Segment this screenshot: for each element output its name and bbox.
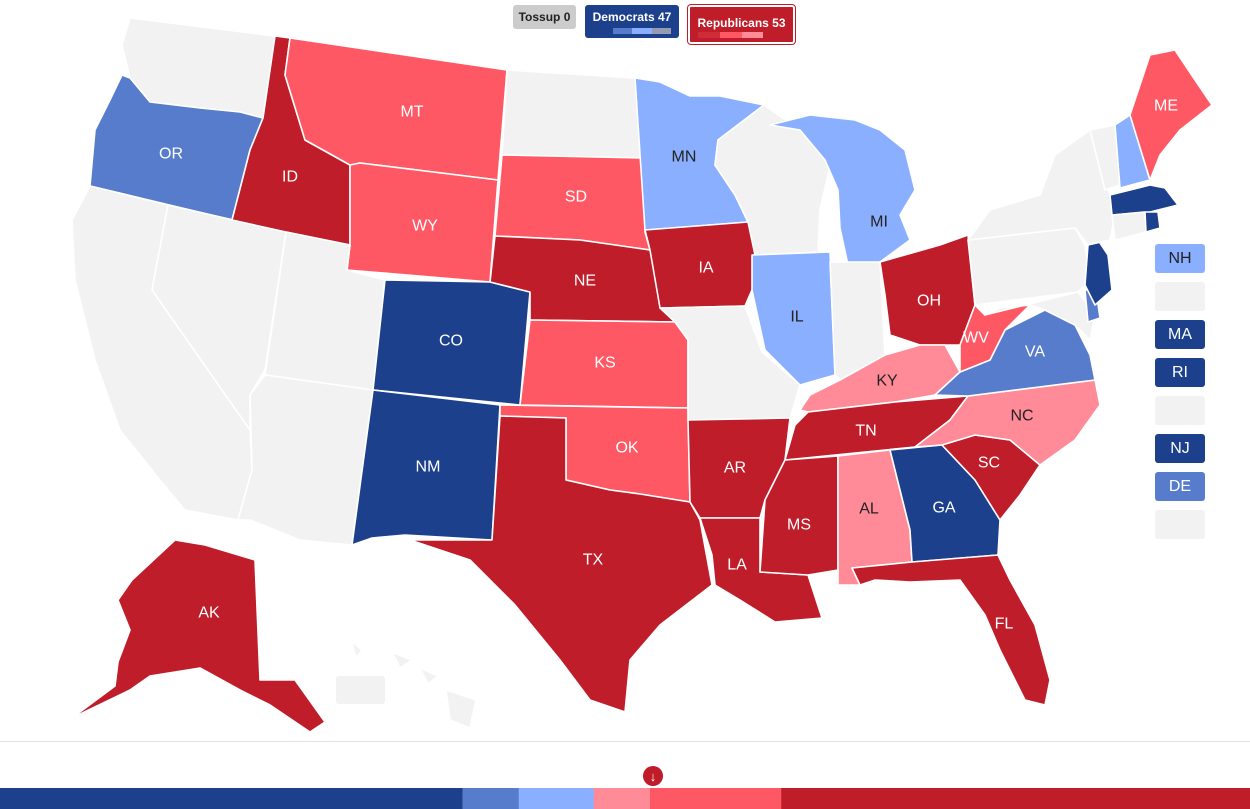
state-co[interactable] — [372, 279, 531, 406]
small-state-box-ri[interactable]: RI — [1155, 358, 1205, 387]
majority-marker-icon[interactable]: ↓ — [643, 766, 663, 786]
swatch-dem-likely — [612, 28, 632, 34]
state-il[interactable] — [751, 251, 836, 386]
small-state-box-nh[interactable]: NH — [1155, 244, 1205, 273]
seat-balance-bar — [0, 788, 1250, 809]
small-state-box-ma[interactable]: MA — [1155, 320, 1205, 349]
small-state-box-de[interactable]: DE — [1155, 472, 1205, 501]
swatch-rep-tilt — [698, 32, 720, 38]
seat-bar-segment-dem-safe — [0, 788, 463, 809]
state-ar[interactable] — [687, 417, 791, 519]
state-sd[interactable] — [494, 154, 651, 251]
swatch-rep-lean — [719, 32, 742, 38]
small-state-box-vt[interactable] — [1155, 282, 1205, 311]
states-layer — [71, 17, 1213, 733]
state-ri[interactable] — [1144, 211, 1161, 233]
tossup-count-button[interactable]: Tossup 0 — [513, 5, 576, 29]
swatch-rep-likely — [741, 32, 764, 38]
map-divider — [0, 741, 1250, 742]
seat-bar-segment-rep-safe — [781, 788, 1250, 809]
seat-bar-segment-dem-likely — [462, 788, 520, 809]
state-ak[interactable] — [71, 539, 326, 733]
small-state-box-nj[interactable]: NJ — [1155, 434, 1205, 463]
hawaii-box[interactable] — [336, 676, 385, 704]
state-nd[interactable] — [501, 69, 646, 159]
state-wy[interactable] — [346, 162, 499, 283]
swatch-dem-tilt — [651, 28, 671, 34]
legend-bar: Tossup 0 Democrats 47 Republicans 53 — [0, 4, 1250, 45]
swatch-rep-safe — [763, 32, 785, 38]
republicans-rating-swatches — [698, 32, 785, 38]
democrats-count-label: Democrats 47 — [592, 10, 672, 24]
tossup-count-label: Tossup 0 — [518, 10, 571, 24]
swatch-dem-safe — [593, 28, 613, 34]
state-tx[interactable] — [409, 415, 713, 713]
seat-bar-segment-dem-lean — [518, 788, 595, 809]
state-ks[interactable] — [519, 319, 689, 409]
state-nc[interactable] — [914, 379, 1101, 466]
state-la[interactable] — [699, 517, 823, 623]
swatch-dem-lean — [632, 28, 652, 34]
state-ia[interactable] — [644, 221, 763, 309]
democrats-count-button[interactable]: Democrats 47 — [585, 5, 679, 38]
seat-bar-segment-rep-lean — [593, 788, 651, 809]
state-mi[interactable] — [769, 114, 916, 266]
state-md[interactable] — [984, 291, 1096, 341]
state-ct[interactable] — [1111, 211, 1147, 241]
state-hi[interactable] — [351, 641, 477, 729]
state-me[interactable] — [1129, 49, 1213, 181]
state-ny[interactable] — [967, 129, 1116, 246]
state-nm[interactable] — [351, 389, 501, 546]
seat-bar-segment-rep-likely — [650, 788, 782, 809]
republicans-count-label: Republicans 53 — [697, 16, 786, 30]
state-ma[interactable] — [1109, 184, 1179, 216]
republicans-count-button[interactable]: Republicans 53 — [687, 4, 796, 45]
small-state-box-ct[interactable] — [1155, 396, 1205, 425]
state-az[interactable] — [237, 374, 374, 546]
democrats-rating-swatches — [593, 28, 671, 34]
state-fl[interactable] — [851, 554, 1051, 706]
small-state-box-md[interactable] — [1155, 510, 1205, 539]
